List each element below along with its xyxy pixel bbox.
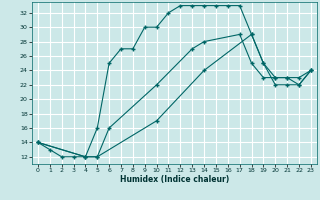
X-axis label: Humidex (Indice chaleur): Humidex (Indice chaleur) (120, 175, 229, 184)
